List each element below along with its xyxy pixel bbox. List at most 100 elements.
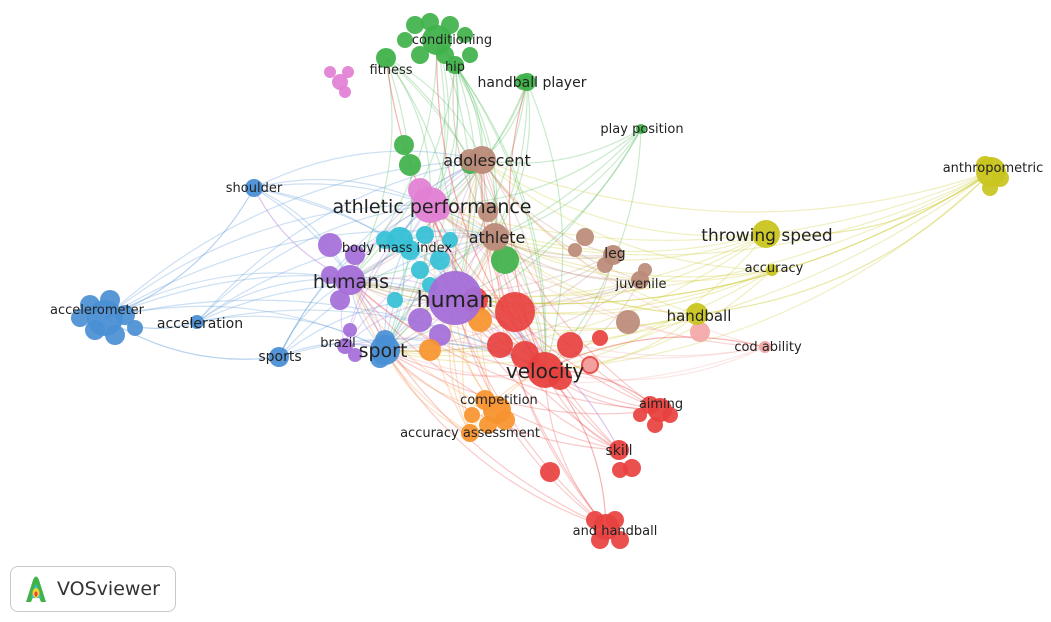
network-node-minor[interactable] <box>457 27 473 43</box>
network-node-minor[interactable] <box>568 243 582 257</box>
network-link <box>544 233 767 371</box>
network-node-minor[interactable] <box>576 228 594 246</box>
node-accuracy[interactable] <box>766 264 778 276</box>
network-node-minor[interactable] <box>623 459 641 477</box>
network-link <box>385 57 483 161</box>
network-link <box>384 128 642 351</box>
node-sports[interactable] <box>269 347 289 367</box>
network-node-minor[interactable] <box>411 261 429 279</box>
network-link <box>278 159 483 358</box>
vosviewer-badge[interactable]: VOSviewer <box>10 566 176 612</box>
network-node-minor[interactable] <box>464 407 480 423</box>
network-node-minor[interactable] <box>491 246 519 274</box>
network-node-minor[interactable] <box>330 290 350 310</box>
network-node-minor[interactable] <box>583 358 597 372</box>
network-node-minor[interactable] <box>332 74 348 90</box>
network-link <box>765 171 992 236</box>
node-sport[interactable] <box>370 335 400 365</box>
network-link <box>196 204 431 323</box>
node-competition[interactable] <box>483 396 511 424</box>
network-node-minor[interactable] <box>406 16 424 34</box>
node-label-aiming: aiming <box>639 397 683 412</box>
node-accelerometer[interactable] <box>87 300 123 336</box>
node-athletic-performance[interactable] <box>412 187 448 223</box>
node-aiming[interactable] <box>648 398 672 422</box>
node-athlete[interactable] <box>481 223 509 251</box>
node-human[interactable] <box>428 271 482 325</box>
network-node-minor[interactable] <box>342 66 354 78</box>
network-link <box>104 317 280 360</box>
network-link <box>481 128 642 164</box>
node-leg[interactable] <box>603 245 623 265</box>
node-velocity[interactable] <box>527 352 563 388</box>
network-node-minor[interactable] <box>592 330 608 346</box>
network-node-minor[interactable] <box>478 202 498 222</box>
network-node-minor[interactable] <box>616 310 640 334</box>
network-node-minor[interactable] <box>345 245 365 265</box>
network-node-minor[interactable] <box>411 46 429 64</box>
node-label-acceleration: acceleration <box>157 316 243 332</box>
node-adolescent[interactable] <box>468 146 496 174</box>
network-link <box>385 57 457 299</box>
network-node-minor[interactable] <box>394 135 414 155</box>
node-label-athletic-performance: athletic performance <box>333 196 532 218</box>
label-layer: human velocity athletic performance humans s… <box>50 33 1043 539</box>
network-link <box>384 349 607 528</box>
network-node-minor[interactable] <box>348 348 362 362</box>
network-node-minor[interactable] <box>127 320 143 336</box>
node-juvenile[interactable] <box>631 271 649 289</box>
network-node-minor[interactable] <box>321 266 339 284</box>
network-node-minor[interactable] <box>318 233 342 257</box>
node-skill[interactable] <box>609 440 629 460</box>
network-node-minor[interactable] <box>387 292 403 308</box>
network-link <box>349 279 607 528</box>
node-conditioning[interactable] <box>422 25 452 55</box>
network-link <box>429 204 614 257</box>
node-shoulder[interactable] <box>245 179 263 197</box>
network-link <box>454 81 528 299</box>
node-cod-ability[interactable] <box>759 341 771 353</box>
node-play-position[interactable] <box>636 124 646 134</box>
network-node-minor[interactable] <box>430 250 450 270</box>
node-label-accuracy-assessment: accuracy assessment <box>400 426 540 441</box>
network-node-minor[interactable] <box>690 322 710 342</box>
network-node-minor[interactable] <box>71 309 89 327</box>
node-anthropometric[interactable] <box>976 157 1006 187</box>
network-link <box>349 233 767 299</box>
network-node-minor[interactable] <box>442 232 458 248</box>
network-node-minor[interactable] <box>343 323 357 337</box>
network-link <box>349 279 498 411</box>
network-link <box>278 204 431 358</box>
network-node-minor[interactable] <box>487 332 513 358</box>
network-node-minor[interactable] <box>540 462 560 482</box>
node-brazil[interactable] <box>337 338 353 354</box>
network-node-minor[interactable] <box>324 66 336 78</box>
node-acceleration[interactable] <box>190 315 204 329</box>
node-label-anthropometric: anthropometric <box>943 161 1044 176</box>
network-link <box>253 187 351 281</box>
network-node-minor[interactable] <box>462 47 478 63</box>
node-handball-player[interactable] <box>518 73 536 91</box>
network-node-minor[interactable] <box>416 226 434 244</box>
network-node-minor[interactable] <box>399 154 421 176</box>
network-link <box>481 159 547 371</box>
node-accuracy-assessment[interactable] <box>461 424 479 442</box>
network-node-minor[interactable] <box>397 32 413 48</box>
network-node-minor[interactable] <box>408 308 432 332</box>
node-humans[interactable] <box>335 265 365 295</box>
network-node-minor[interactable] <box>557 332 583 358</box>
node-handball[interactable] <box>686 303 708 325</box>
network-link <box>196 159 483 323</box>
network-node-minor[interactable] <box>633 408 647 422</box>
node-hip[interactable] <box>446 56 464 74</box>
node-fitness[interactable] <box>376 48 396 68</box>
network-node-minor[interactable] <box>419 339 441 361</box>
node-and-handball[interactable] <box>593 514 619 540</box>
network-node-minor[interactable] <box>339 86 351 98</box>
node-label-sport: sport <box>359 340 408 362</box>
node-throwing-speed[interactable] <box>752 220 780 248</box>
node-body-mass-index[interactable] <box>387 227 413 253</box>
network-link <box>349 279 766 359</box>
network-node-minor[interactable] <box>495 292 535 332</box>
